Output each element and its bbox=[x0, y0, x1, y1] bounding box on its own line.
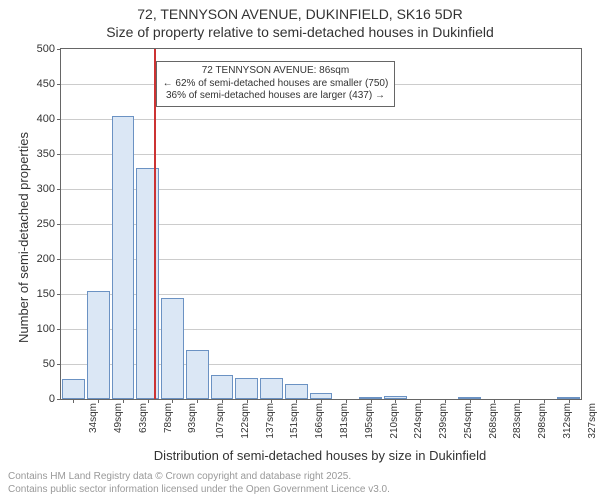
y-tick-label: 200 bbox=[37, 253, 61, 265]
footer-line1: Contains HM Land Registry data © Crown c… bbox=[8, 471, 390, 484]
x-tick-label: 268sqm bbox=[487, 403, 498, 439]
y-tick-label: 450 bbox=[37, 78, 61, 90]
x-tick-mark bbox=[494, 399, 495, 403]
x-tick-label: 78sqm bbox=[163, 403, 174, 433]
x-axis-label: Distribution of semi-detached houses by … bbox=[60, 448, 580, 463]
chart-plot-area: 05010015020025030035040045050034sqm49sqm… bbox=[60, 48, 582, 400]
x-tick-mark bbox=[420, 399, 421, 403]
x-tick-label: 195sqm bbox=[364, 403, 375, 439]
x-tick-label: 93sqm bbox=[187, 403, 198, 433]
x-tick-mark bbox=[544, 399, 545, 403]
x-tick-label: 254sqm bbox=[463, 403, 474, 439]
x-tick-mark bbox=[197, 399, 198, 403]
x-tick-label: 107sqm bbox=[215, 403, 226, 439]
x-tick-label: 210sqm bbox=[388, 403, 399, 439]
histogram-bar bbox=[161, 298, 184, 400]
x-tick-mark bbox=[519, 399, 520, 403]
x-tick-mark bbox=[470, 399, 471, 403]
chart-title-block: 72, TENNYSON AVENUE, DUKINFIELD, SK16 5D… bbox=[0, 6, 600, 40]
x-tick-mark bbox=[271, 399, 272, 403]
x-tick-mark bbox=[222, 399, 223, 403]
x-tick-label: 239sqm bbox=[438, 403, 449, 439]
y-tick-label: 250 bbox=[37, 218, 61, 230]
gridline bbox=[61, 154, 581, 155]
x-tick-mark bbox=[395, 399, 396, 403]
y-tick-label: 150 bbox=[37, 288, 61, 300]
y-tick-label: 100 bbox=[37, 323, 61, 335]
histogram-bar bbox=[260, 378, 283, 399]
x-tick-label: 181sqm bbox=[339, 403, 350, 439]
x-tick-label: 34sqm bbox=[88, 403, 99, 433]
x-tick-mark bbox=[445, 399, 446, 403]
x-tick-mark bbox=[123, 399, 124, 403]
chart-title-subtitle: Size of property relative to semi-detach… bbox=[0, 24, 600, 40]
x-tick-mark bbox=[73, 399, 74, 403]
x-tick-label: 224sqm bbox=[413, 403, 424, 439]
x-tick-label: 49sqm bbox=[113, 403, 124, 433]
x-tick-label: 63sqm bbox=[138, 403, 149, 433]
histogram-bar bbox=[186, 350, 209, 399]
footer-line2: Contains public sector information licen… bbox=[8, 484, 390, 497]
y-tick-label: 500 bbox=[37, 43, 61, 55]
histogram-bar bbox=[285, 384, 308, 399]
x-tick-label: 137sqm bbox=[264, 403, 275, 439]
x-tick-label: 122sqm bbox=[240, 403, 251, 439]
x-tick-label: 327sqm bbox=[586, 403, 597, 439]
y-tick-label: 300 bbox=[37, 183, 61, 195]
y-axis-label: Number of semi-detached properties bbox=[16, 132, 31, 343]
x-tick-label: 298sqm bbox=[537, 403, 548, 439]
chart-footer: Contains HM Land Registry data © Crown c… bbox=[8, 471, 390, 496]
y-tick-label: 400 bbox=[37, 113, 61, 125]
annotation-line: 36% of semi-detached houses are larger (… bbox=[163, 90, 389, 103]
y-tick-label: 0 bbox=[49, 393, 61, 405]
annotation-line: 72 TENNYSON AVENUE: 86sqm bbox=[163, 65, 389, 78]
histogram-bar bbox=[112, 116, 135, 400]
annotation-line: ← 62% of semi-detached houses are smalle… bbox=[163, 78, 389, 91]
x-tick-label: 166sqm bbox=[314, 403, 325, 439]
histogram-bar bbox=[235, 378, 258, 399]
gridline bbox=[61, 119, 581, 120]
histogram-bar bbox=[62, 379, 85, 399]
histogram-bar bbox=[211, 375, 234, 400]
x-tick-mark bbox=[346, 399, 347, 403]
x-tick-mark bbox=[569, 399, 570, 403]
x-tick-mark bbox=[172, 399, 173, 403]
x-tick-mark bbox=[296, 399, 297, 403]
x-tick-mark bbox=[148, 399, 149, 403]
x-tick-mark bbox=[98, 399, 99, 403]
x-tick-mark bbox=[321, 399, 322, 403]
annotation-box: 72 TENNYSON AVENUE: 86sqm← 62% of semi-d… bbox=[156, 61, 396, 107]
x-tick-label: 151sqm bbox=[289, 403, 300, 439]
chart-title-address: 72, TENNYSON AVENUE, DUKINFIELD, SK16 5D… bbox=[0, 6, 600, 22]
x-tick-label: 283sqm bbox=[512, 403, 523, 439]
histogram-bar bbox=[87, 291, 110, 400]
x-tick-label: 312sqm bbox=[562, 403, 573, 439]
y-tick-label: 50 bbox=[43, 358, 61, 370]
x-tick-mark bbox=[371, 399, 372, 403]
y-tick-label: 350 bbox=[37, 148, 61, 160]
x-tick-mark bbox=[247, 399, 248, 403]
